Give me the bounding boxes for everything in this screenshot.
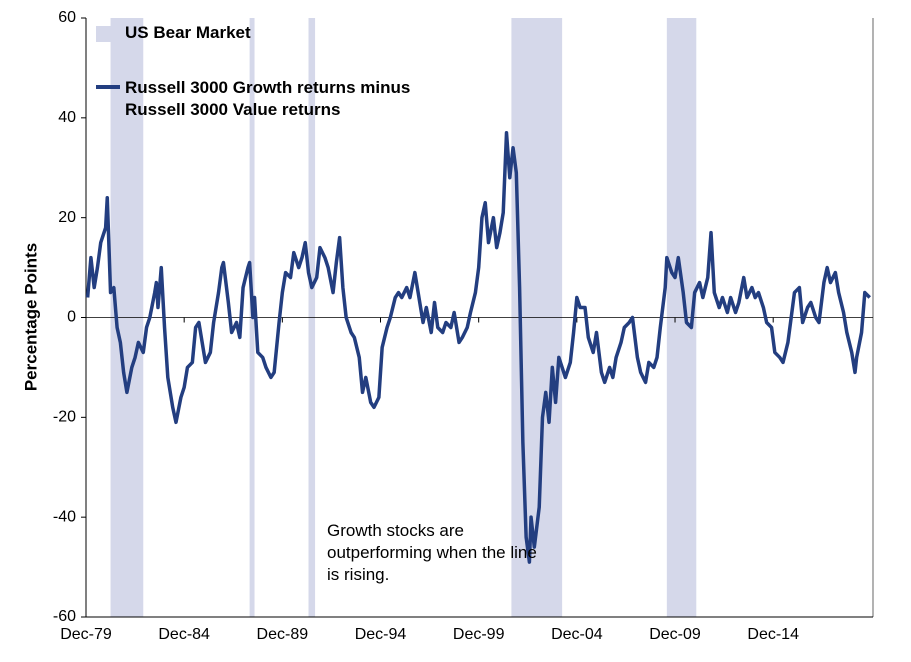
- y-tick-label: -60: [53, 608, 76, 625]
- legend-series-label: Russell 3000 Growth returns minus Russel…: [125, 78, 411, 119]
- x-tick-label: Dec-94: [355, 626, 407, 643]
- series-line: [85, 131, 871, 564]
- y-tick-label: -20: [53, 409, 76, 426]
- legend-bear-label: US Bear Market: [125, 23, 251, 42]
- y-axis-label: Percentage Points: [21, 243, 40, 391]
- x-tick-label: Dec-89: [257, 626, 309, 643]
- y-tick-label: 40: [58, 109, 76, 126]
- x-tick-label: Dec-99: [453, 626, 505, 643]
- legend-bear-swatch: [96, 26, 120, 42]
- y-tick-label: 60: [58, 9, 76, 26]
- annotation: Growth stocks are outperforming when the…: [327, 521, 537, 584]
- x-tick-label: Dec-14: [747, 626, 799, 643]
- y-tick-label: 20: [58, 209, 76, 226]
- y-tick-label: -40: [53, 508, 76, 525]
- x-tick-label: Dec-79: [60, 626, 112, 643]
- x-tick-label: Dec-04: [551, 626, 603, 643]
- y-tick-label: 0: [67, 309, 76, 326]
- x-tick-label: Dec-09: [649, 626, 701, 643]
- x-tick-label: Dec-84: [158, 626, 210, 643]
